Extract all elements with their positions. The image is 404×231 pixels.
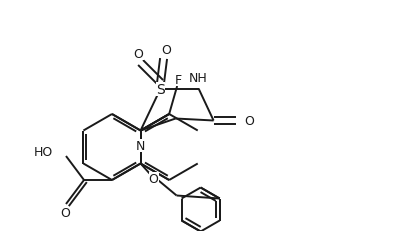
Text: HO: HO (34, 145, 53, 158)
Text: O: O (149, 172, 158, 185)
Text: O: O (244, 115, 255, 128)
Text: O: O (162, 44, 172, 57)
Text: O: O (134, 48, 143, 61)
Text: S: S (156, 82, 165, 96)
Text: F: F (175, 73, 182, 86)
Text: N: N (136, 139, 145, 152)
Text: O: O (60, 207, 70, 219)
Text: NH: NH (189, 71, 208, 84)
